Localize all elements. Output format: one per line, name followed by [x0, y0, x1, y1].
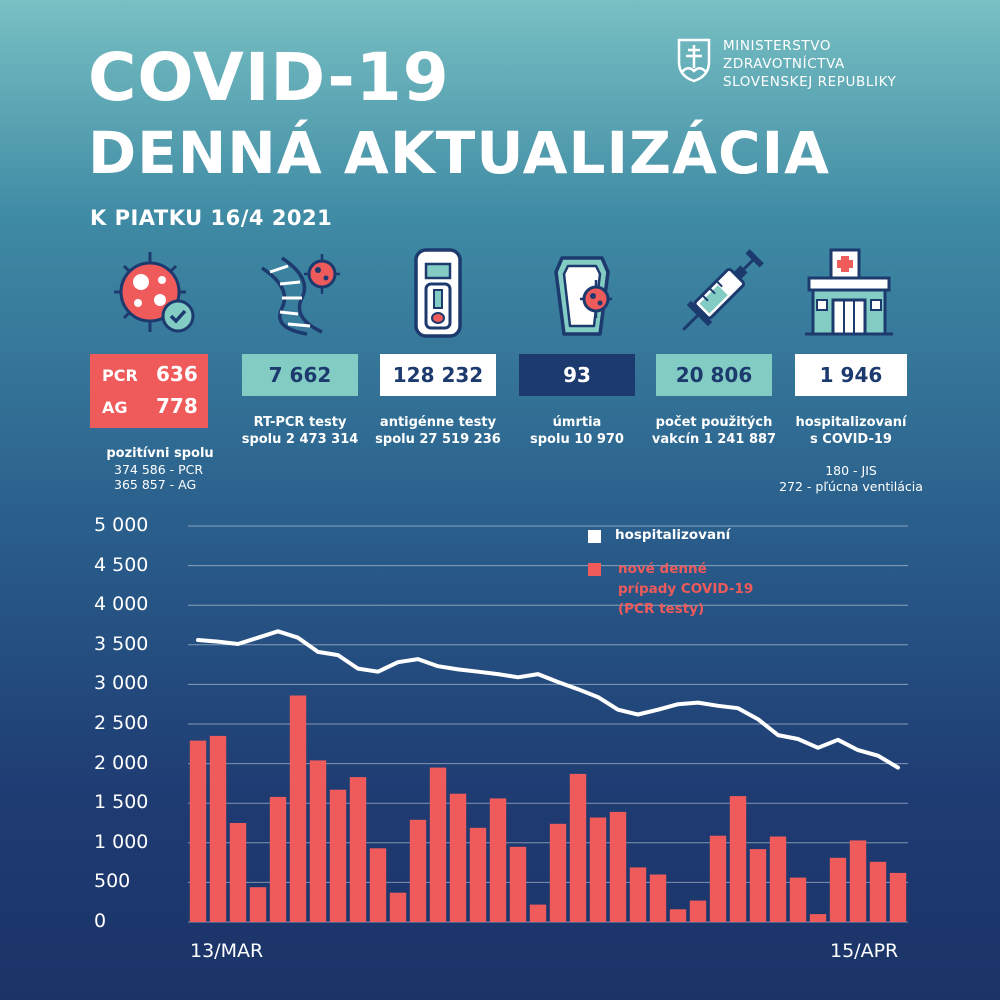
hospital-caption1: hospitalizovaní — [795, 415, 907, 430]
y-tick-label: 3 500 — [94, 632, 149, 655]
coffin-icon — [538, 248, 638, 338]
y-tick-label: 3 000 — [94, 672, 149, 695]
antigen-tests-box: 128 232 — [380, 354, 496, 396]
bar-new-cases — [549, 823, 567, 922]
y-tick-label: 500 — [94, 870, 131, 893]
pcr-row: PCR 636 — [102, 360, 202, 390]
hospital-note-ventilation: 272 - pľúcna ventilácia — [779, 479, 923, 494]
antigen-test-icon — [392, 248, 492, 338]
bar-new-cases — [269, 796, 287, 922]
bar-new-cases — [849, 840, 867, 922]
bar-new-cases — [829, 857, 847, 922]
bar-new-cases — [429, 767, 447, 922]
vaccines-box: 20 806 — [656, 354, 772, 396]
y-tick-label: 2 500 — [94, 712, 149, 734]
virus-icon — [108, 248, 208, 338]
report-date: K PIATKU 16/4 2021 — [90, 206, 333, 230]
bar-new-cases — [649, 874, 667, 922]
bar-new-cases — [709, 835, 727, 922]
bar-new-cases — [389, 892, 407, 922]
bar-new-cases — [449, 793, 467, 922]
rtpcr-tests-box: 7 662 — [242, 354, 358, 396]
deaths-box: 93 — [519, 354, 635, 396]
bar-new-cases — [189, 740, 207, 922]
bar-new-cases — [349, 777, 367, 922]
legend-label-new-cases-1: nové denné — [618, 561, 707, 577]
bar-new-cases — [629, 867, 647, 922]
vaccines-caption1: počet použitých — [655, 415, 773, 430]
hospital-note-jis: 180 - JIS — [825, 463, 877, 478]
line-hospitalized — [196, 629, 900, 770]
bar-new-cases — [589, 817, 607, 922]
hospitalized-box: 1 946 — [795, 354, 907, 396]
positive-cases-box: PCR 636 AG 778 — [90, 354, 208, 428]
y-tick-label: 1 000 — [94, 830, 149, 853]
legend-swatch-hospitalized — [588, 530, 601, 543]
y-tick-label: 2 000 — [94, 751, 149, 774]
x-axis-end-label: 15/APR — [830, 940, 899, 962]
bar-new-cases — [669, 909, 687, 922]
hospital-icon — [803, 248, 903, 338]
hospital-caption2: s COVID-19 — [810, 432, 892, 447]
bar-new-cases — [469, 827, 487, 922]
bar-new-cases — [329, 789, 347, 922]
legend-swatch-new-cases — [588, 563, 601, 576]
antigen-caption1: antigénne testy — [379, 415, 497, 430]
y-tick-label: 5 000 — [94, 514, 149, 536]
dna-virus-icon — [252, 248, 352, 338]
bar-new-cases — [209, 735, 227, 922]
ministry-line1: MINISTERSTVO — [723, 38, 832, 54]
y-tick-label: 4 000 — [94, 593, 149, 616]
pcr-value: 636 — [156, 362, 198, 386]
page-title-line1: COVID-19 — [88, 39, 450, 116]
bar-new-cases — [889, 872, 907, 922]
positive-note-pcr: 374 586 - PCR — [114, 462, 204, 477]
bar-new-cases — [229, 823, 247, 922]
bar-new-cases — [869, 861, 887, 922]
bar-new-cases — [789, 877, 807, 922]
legend-label-new-cases-2: prípady COVID-19 — [618, 581, 754, 597]
bar-new-cases — [529, 904, 547, 922]
legend-label-hospitalized: hospitalizovaní — [615, 527, 731, 543]
y-tick-label: 4 500 — [94, 553, 149, 576]
bar-new-cases — [609, 811, 627, 922]
legend-label-new-cases-3: (PCR testy) — [618, 601, 705, 617]
bar-new-cases — [569, 773, 587, 922]
y-tick-label: 1 500 — [94, 791, 149, 814]
pcr-label: PCR — [102, 366, 138, 385]
ministry-line3: SLOVENSKEJ REPUBLIKY — [723, 74, 897, 90]
bar-new-cases — [749, 849, 767, 922]
ag-row: AG 778 — [102, 392, 202, 422]
positive-note-ag: 365 857 - AG — [114, 477, 197, 492]
bar-new-cases — [769, 836, 787, 922]
deaths-caption2: spolu 10 970 — [530, 432, 624, 447]
antigen-caption2: spolu 27 519 236 — [375, 432, 501, 447]
bar-new-cases — [489, 798, 507, 922]
bar-new-cases — [289, 695, 307, 922]
slovak-crest-icon — [677, 38, 711, 83]
ag-label: AG — [102, 398, 128, 417]
bar-new-cases — [509, 846, 527, 922]
x-axis-start-label: 13/MAR — [190, 940, 264, 962]
bar-new-cases — [689, 900, 707, 922]
bar-new-cases — [729, 796, 747, 922]
bar-new-cases — [809, 914, 827, 922]
ministry-line2: ZDRAVOTNÍCTVA — [723, 56, 845, 72]
rtpcr-caption2: spolu 2 473 314 — [241, 432, 359, 447]
syringe-icon — [670, 248, 770, 338]
y-tick-label: 0 — [94, 910, 107, 932]
positive-caption: pozitívni spolu — [106, 446, 214, 461]
rtpcr-caption1: RT-PCR testy — [253, 415, 347, 430]
bar-new-cases — [409, 819, 427, 922]
deaths-caption1: úmrtia — [552, 415, 602, 430]
bar-new-cases — [369, 848, 387, 922]
ag-value: 778 — [156, 394, 198, 418]
bar-new-cases — [309, 760, 327, 922]
page-title-line2: DENNÁ AKTUALIZÁCIA — [88, 119, 831, 187]
ministry-logo: MINISTERSTVO ZDRAVOTNÍCTVA SLOVENSKEJ RE… — [677, 38, 937, 98]
bar-new-cases — [249, 887, 267, 922]
vaccines-caption2: vakcín 1 241 887 — [651, 432, 777, 447]
